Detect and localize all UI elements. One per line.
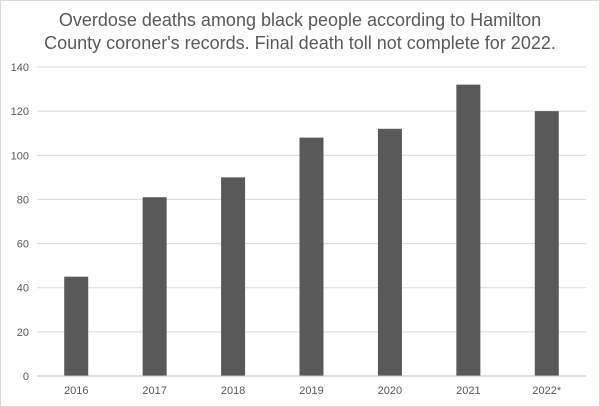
bar-2018 [221,177,246,376]
y-tick-label: 80 [17,194,29,206]
tick-labels: 0 20 40 60 80 100 120 140 2016 2017 2018 2019 2020 20… [11,62,562,397]
x-tick-label: 2016 [64,385,88,397]
x-tick-label: 2021 [456,385,480,397]
bar-2017 [142,197,167,376]
y-tick-label: 100 [11,150,29,162]
y-tick-label: 0 [23,371,29,383]
x-tick-label: 2018 [221,385,245,397]
chart-title-line-1: Overdose deaths among black people accor… [58,10,542,30]
y-tick-label: 60 [17,239,29,251]
bar-2016 [64,276,89,376]
y-tick-label: 140 [11,62,29,74]
x-tick-label: 2017 [142,385,166,397]
bars [64,84,559,377]
gridlines [37,66,586,333]
bar-2019 [299,137,324,376]
y-tick-label: 40 [17,283,29,295]
chart-title: Overdose deaths among black people accor… [1,9,599,55]
bar-2022 [534,111,559,377]
x-tick-label: 2019 [299,385,323,397]
y-tick-label: 20 [17,327,29,339]
y-tick-label: 120 [11,106,29,118]
x-tick-label: 2020 [378,385,402,397]
x-tick-label: 2022* [532,385,561,397]
bar-2021 [456,84,481,377]
bar-2020 [377,128,402,376]
chart-title-line-2: County coroner's records. Final death to… [44,33,556,53]
